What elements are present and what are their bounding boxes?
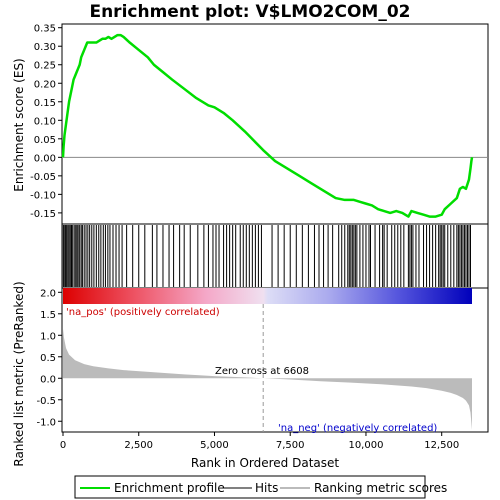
es-y-axis: -0.15 -0.10 -0.05 0.00 0.05 0.10 0.15 0.20 0.25 0… (30, 24, 62, 220)
hits-layer (62, 225, 471, 287)
x-tick-label: 12,500 (424, 440, 459, 451)
x-tick-label: 10,000 (348, 440, 383, 451)
x-tick-label: 7,500 (276, 440, 305, 451)
es-y-tick-label: 0.15 (34, 98, 56, 109)
x-axis: 0 2,500 5,000 7,500 10,000 12,500 (60, 432, 459, 451)
ranking-y-tick-label: -1.0 (36, 417, 56, 428)
es-y-tick-label: 0.25 (34, 61, 56, 72)
es-y-axis-label: Enrichment score (ES) (12, 58, 26, 191)
hits-panel-frame (61, 223, 489, 289)
ranking-y-tick-label: 0.5 (40, 353, 56, 364)
es-curve (61, 33, 474, 218)
es-y-tick-label: 0.00 (34, 153, 56, 164)
es-panel-frame (61, 23, 489, 225)
legend-enrichment-label: Enrichment profile (114, 481, 225, 495)
legend: Enrichment profile Hits Ranking metric s… (74, 475, 447, 499)
ranking-y-tick-label: 1.0 (40, 331, 56, 342)
ranking-color-bar (63, 288, 472, 304)
x-tick-label: 5,000 (200, 440, 229, 451)
ranking-metric-layer (63, 304, 472, 432)
es-y-tick-label: -0.15 (30, 209, 56, 220)
es-y-tick-label: 0.05 (34, 135, 56, 146)
legend-ranking-label: Ranking metric scores (314, 481, 447, 495)
legend-hits-label: Hits (255, 481, 278, 495)
chart-title: Enrichment plot: V$LMO2COM_02 (89, 2, 410, 22)
zero-cross-label: Zero cross at 6608 (215, 366, 309, 377)
ranking-y-axis-label: Ranked list metric (PreRanked) (12, 281, 26, 466)
ranking-y-tick-label: 0.0 (40, 374, 56, 385)
legend-box (74, 475, 426, 499)
es-y-tick-label: 0.35 (34, 24, 56, 35)
es-y-tick-label: 0.30 (34, 42, 56, 53)
ranking-metric-area (63, 328, 472, 430)
x-tick-label: 0 (60, 440, 66, 451)
es-y-tick-label: -0.05 (30, 172, 56, 183)
neg-correlated-label: 'na_neg' (negatively correlated) (278, 423, 437, 434)
es-y-tick-label: 0.10 (34, 116, 56, 127)
es-y-tick-label: -0.10 (30, 190, 56, 201)
es-y-tick-label: 0.20 (34, 79, 56, 90)
es-curve-layer (61, 33, 488, 218)
pos-correlated-label: 'na_pos' (positively correlated) (66, 307, 220, 318)
ranking-y-tick-label: 2.0 (40, 288, 56, 299)
ranking-y-tick-label: 1.5 (40, 310, 56, 321)
x-tick-label: 2,500 (124, 440, 153, 451)
ranking-y-tick-label: -0.5 (36, 396, 56, 407)
ranking-y-axis: -1.0 -0.5 0.0 0.5 1.0 1.5 2.0 (36, 288, 62, 428)
x-axis-label: Rank in Ordered Dataset (191, 456, 339, 470)
